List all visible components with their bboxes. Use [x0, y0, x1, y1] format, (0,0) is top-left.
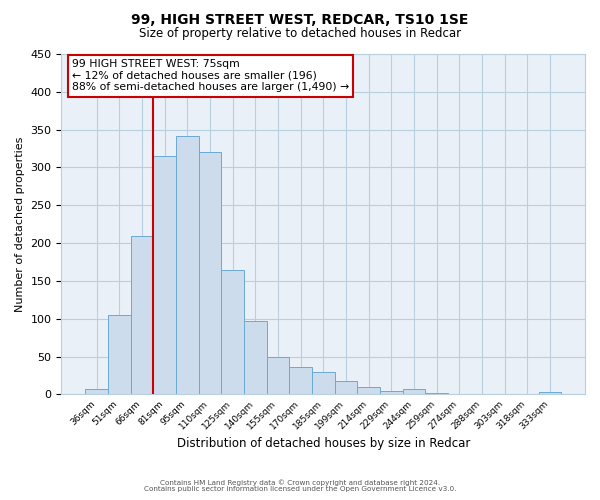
Bar [266, 356, 289, 395]
Bar [108, 315, 131, 394]
Bar [85, 389, 108, 394]
Bar [312, 372, 335, 394]
Bar [403, 389, 425, 394]
Bar [335, 381, 357, 394]
Bar [425, 393, 448, 394]
Bar [244, 321, 266, 394]
Text: Contains HM Land Registry data © Crown copyright and database right 2024.
Contai: Contains HM Land Registry data © Crown c… [144, 479, 456, 492]
Y-axis label: Number of detached properties: Number of detached properties [15, 136, 25, 312]
Bar [131, 236, 153, 394]
Bar [176, 136, 199, 394]
Bar [539, 392, 561, 394]
Bar [153, 156, 176, 394]
Bar [380, 390, 403, 394]
Text: 99, HIGH STREET WEST, REDCAR, TS10 1SE: 99, HIGH STREET WEST, REDCAR, TS10 1SE [131, 12, 469, 26]
Bar [357, 387, 380, 394]
Bar [289, 368, 312, 394]
Bar [199, 152, 221, 394]
Text: 99 HIGH STREET WEST: 75sqm
← 12% of detached houses are smaller (196)
88% of sem: 99 HIGH STREET WEST: 75sqm ← 12% of deta… [72, 59, 349, 92]
X-axis label: Distribution of detached houses by size in Redcar: Distribution of detached houses by size … [176, 437, 470, 450]
Bar [221, 270, 244, 394]
Text: Size of property relative to detached houses in Redcar: Size of property relative to detached ho… [139, 28, 461, 40]
